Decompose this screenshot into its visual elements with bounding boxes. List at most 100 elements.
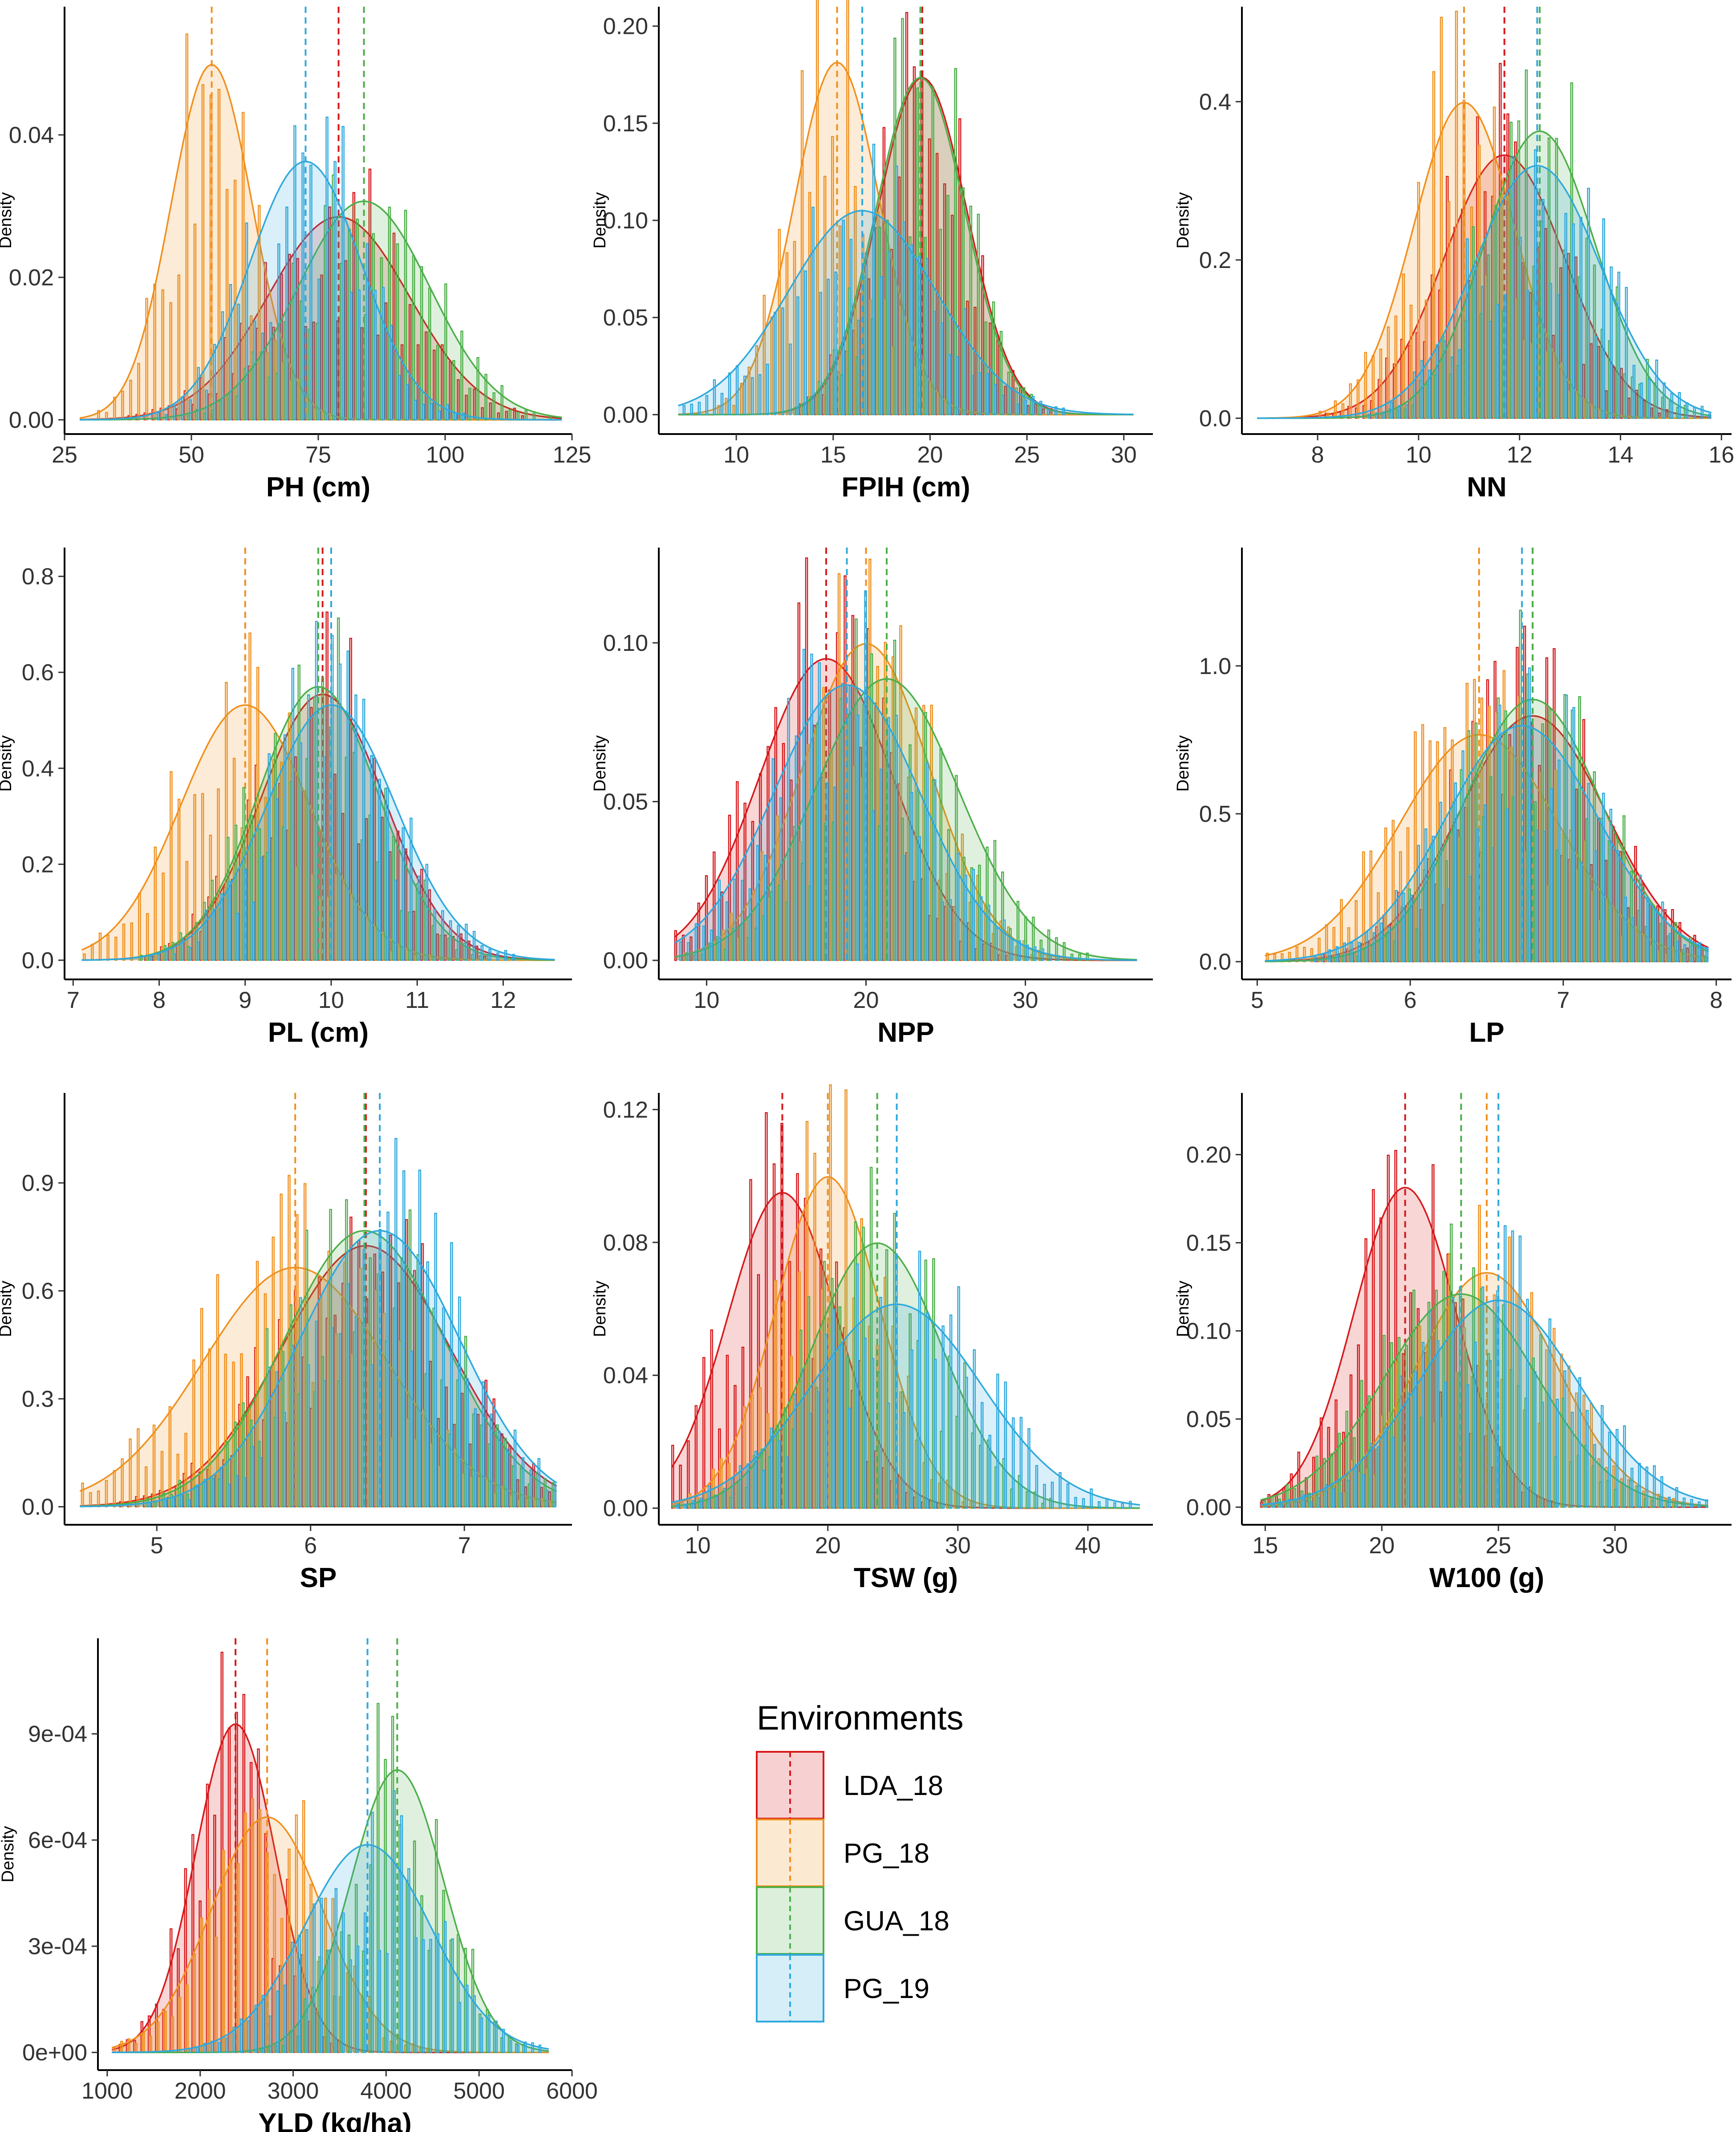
hist-bar — [1032, 917, 1035, 961]
hist-bar — [1354, 1464, 1358, 1508]
hist-bar — [296, 1214, 299, 1507]
hist-bar — [364, 1912, 367, 2053]
hist-bar — [496, 952, 499, 961]
hist-bar — [902, 1412, 906, 1509]
hist-bar — [293, 125, 296, 421]
hist-bar — [749, 1179, 752, 1509]
hist-bar — [1615, 1429, 1619, 1508]
hist-bar — [1345, 1410, 1348, 1508]
hist-bar — [1541, 199, 1545, 419]
hist-bar — [743, 802, 746, 961]
hist-bar — [1082, 1498, 1085, 1509]
hist-bar — [201, 793, 204, 961]
hist-bar — [1351, 942, 1354, 962]
hist-bar — [378, 779, 381, 961]
hist-bar — [149, 956, 153, 961]
hist-bar — [1380, 922, 1383, 962]
y-tick-label: 0.12 — [603, 1097, 648, 1123]
hist-bar — [472, 931, 476, 961]
hist-bar — [1563, 1370, 1566, 1508]
hist-bar — [1339, 1492, 1343, 1508]
legend-label: GUA_18 — [844, 1906, 949, 1937]
y-tick-label: 0.08 — [603, 1230, 648, 1256]
hist-bar — [692, 1500, 695, 1509]
hist-bar — [122, 923, 126, 961]
hist-bar — [684, 1503, 687, 1509]
hist-bar — [1063, 942, 1066, 961]
hist-bar — [872, 143, 876, 415]
hist-bar — [819, 292, 822, 415]
hist-bar — [1620, 368, 1623, 419]
hist-bar — [1698, 942, 1701, 962]
y-tick-label: 3e-04 — [28, 1934, 87, 1960]
hist-bar — [825, 782, 829, 961]
x-tick-label: 12 — [1507, 442, 1533, 468]
hist-bar — [1549, 283, 1552, 419]
density-area — [80, 161, 562, 420]
x-tick-label: 125 — [553, 442, 592, 468]
hist-bar — [943, 183, 946, 415]
hist-bar — [446, 404, 449, 421]
hist-bar — [228, 881, 231, 961]
y-tick-label: 0.2 — [22, 852, 54, 877]
x-tick-label: 14 — [1608, 442, 1634, 468]
hist-bar — [1627, 398, 1631, 419]
hist-bar — [1489, 1360, 1492, 1508]
series-PG_19 — [80, 1093, 557, 1507]
hist-bar — [404, 210, 407, 421]
hist-bar — [1690, 1499, 1693, 1508]
hist-bar — [1012, 1417, 1015, 1509]
hist-bar — [1511, 1230, 1514, 1508]
hist-bar — [1364, 1238, 1367, 1508]
hist-bar — [734, 1385, 737, 1509]
hist-bar — [1454, 782, 1457, 962]
hist-bar — [895, 715, 898, 961]
hist-bar — [377, 1703, 380, 2053]
hist-bar — [1663, 909, 1667, 962]
hist-bar — [957, 853, 960, 961]
hist-bar — [173, 405, 176, 421]
hist-bar — [1693, 934, 1696, 962]
y-tick-label: 0.04 — [603, 1363, 648, 1389]
hist-bar — [460, 330, 463, 421]
hist-bar — [192, 1359, 195, 1507]
hist-bar — [1572, 223, 1575, 419]
hist-bar — [1617, 850, 1620, 962]
y-axis-label: Density — [591, 735, 609, 792]
hist-bar — [1362, 1474, 1365, 1508]
density-line — [80, 161, 562, 421]
hist-bar — [242, 1402, 245, 1507]
hist-bar — [291, 1344, 294, 1507]
hist-bar — [334, 1888, 338, 2053]
hist-bar — [385, 1953, 389, 2053]
series-GUA_18 — [678, 7, 1134, 416]
y-axis-label: Density — [0, 192, 15, 249]
hist-bar — [251, 1446, 255, 1507]
hist-bar — [162, 873, 165, 961]
hist-bar — [476, 357, 479, 421]
legend-item-PG_19: PG_19 — [756, 1954, 929, 2022]
hist-bar — [807, 1296, 811, 1509]
hist-bar — [204, 910, 208, 961]
y-tick-label: 0e+00 — [22, 2040, 87, 2066]
hist-bar — [1402, 893, 1405, 962]
hist-bar — [1533, 1371, 1537, 1508]
hist-bar — [157, 412, 160, 421]
hist-bar — [1031, 396, 1035, 415]
hist-bar — [512, 954, 515, 961]
hist-bar — [987, 905, 990, 961]
hist-bar — [502, 2029, 505, 2053]
hist-bar — [506, 1449, 509, 1507]
x-axis-label: PL (cm) — [268, 1017, 369, 1048]
hist-bar — [890, 249, 893, 415]
hist-bar — [538, 2044, 542, 2053]
hist-bar — [1019, 1417, 1023, 1509]
hist-bar — [1593, 1444, 1596, 1508]
legend-label: PG_19 — [844, 1974, 929, 2004]
hist-bar — [1670, 393, 1674, 419]
hist-bar — [848, 1407, 851, 1509]
hist-bar — [723, 1487, 726, 1509]
hist-bar — [429, 1939, 432, 2053]
hist-bar — [996, 1373, 999, 1509]
hist-bar — [925, 258, 929, 415]
